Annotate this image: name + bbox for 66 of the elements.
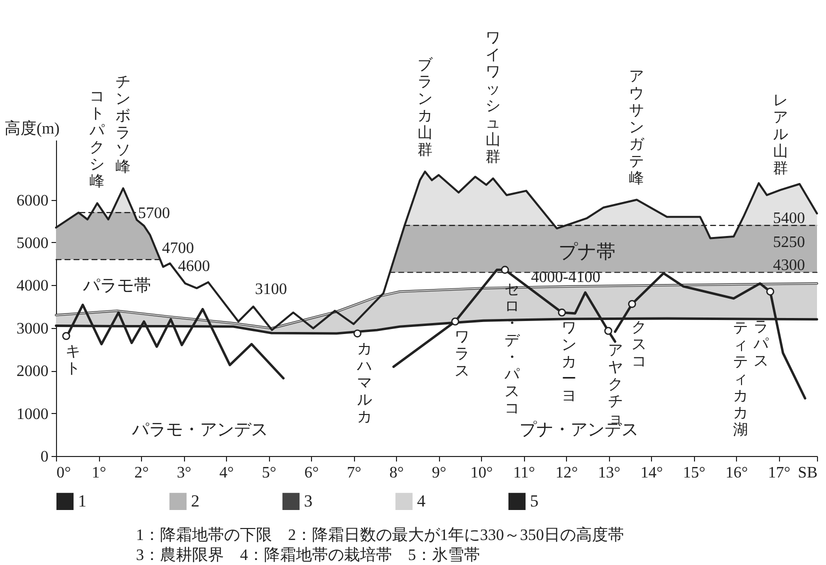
annotation: 5700 [138, 205, 170, 222]
x-tick-label: 13° [598, 464, 620, 482]
annotation: ティティカカ湖 [733, 320, 748, 438]
text: 3：農耕限界 4：降霜地帯の栽培帯 5：氷雪帯 [136, 546, 480, 564]
x-tick-label: 3° [176, 464, 192, 482]
annotation: パラモ帯 [82, 276, 151, 295]
annotation: コトパクシ峰 [88, 89, 106, 190]
annotation: ブランカ山群 [418, 56, 434, 159]
annotation: 3100 [255, 281, 287, 298]
y-tick-label: 3000 [16, 320, 48, 338]
point [451, 317, 460, 326]
annotation: 4600 [178, 258, 210, 275]
annotation: チンボラソ峰 [116, 74, 131, 176]
x-tick-label: 17° [768, 464, 790, 482]
point [766, 288, 774, 296]
annotation: ラパス [752, 320, 770, 370]
annotation: パラモ・アンデス [131, 420, 268, 439]
legend-label: 3 [304, 491, 312, 510]
y-tick-label: 4000 [16, 278, 48, 295]
point [628, 300, 636, 308]
x-tick-label: 7° [346, 464, 362, 482]
legend-label: 5 [530, 491, 538, 510]
legend-label: 4 [417, 491, 426, 510]
x-tick-label: 4° [219, 464, 234, 482]
x-tick-label: 14° [640, 464, 663, 482]
x-tick-label: 15° [683, 464, 706, 482]
y-tick-label: 0 [40, 448, 48, 466]
x-tick-label: 5° [262, 464, 276, 482]
point [353, 329, 362, 338]
x-tick-label: 1° [92, 464, 106, 482]
annotation: ワラス [454, 329, 470, 380]
annotation: 4300 [773, 257, 805, 274]
y-tick-label: 2000 [16, 363, 48, 380]
x-tick-label: 16° [726, 464, 748, 482]
x-tick-label: 10° [470, 464, 493, 482]
point [558, 308, 566, 317]
annotation: 4000-4100 [531, 269, 600, 286]
y-tick-label: 6000 [16, 192, 48, 210]
text: 1：降霜地帯の下限 2：降霜日数の最大が1年に330～350日の高度帯 [136, 526, 624, 544]
annotation: レアル山群 [772, 92, 788, 177]
legend-label: 1 [78, 491, 86, 510]
annotation: クスコ [632, 320, 647, 370]
y-tick-label: 5000 [16, 234, 48, 252]
x-tick-label: 9° [432, 464, 446, 482]
annotation: 5250 [773, 234, 805, 251]
point [604, 326, 612, 335]
annotation: 4700 [162, 240, 194, 257]
x-tick-label: 6° [304, 464, 319, 482]
x-tick-label: SB [798, 464, 818, 482]
annotation: ワンカーヨ [561, 320, 576, 405]
annotation: カハマルカ [356, 341, 372, 426]
annotation: キト [66, 344, 81, 378]
point [500, 266, 509, 274]
annotation: アウサンガテ峰 [629, 68, 646, 187]
x-tick-label: 0° [56, 464, 71, 482]
x-tick-label: 8° [389, 464, 404, 482]
annotation: 5400 [773, 210, 805, 227]
x-tick-label: 11° [513, 464, 536, 482]
annotation: プナ帯 [558, 242, 616, 263]
point [62, 332, 70, 340]
y-tick-label: 1000 [16, 406, 48, 423]
annotation: ワイワッシュ山群 [486, 30, 501, 166]
x-tick-label: 2° [134, 464, 149, 482]
x-tick-label: 12° [555, 464, 578, 482]
y-axis-title: 高度(m) [4, 120, 60, 138]
legend-label: 2 [191, 491, 200, 510]
